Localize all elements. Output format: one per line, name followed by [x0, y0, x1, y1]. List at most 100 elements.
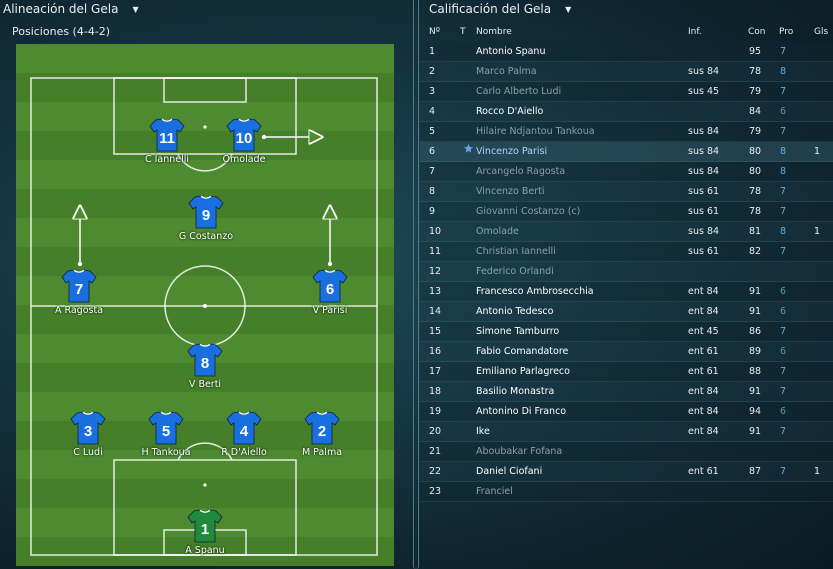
table-row[interactable]: 16 Fabio Comandatore ent 61 89 6	[420, 342, 833, 362]
shirt-number: 5	[162, 423, 170, 440]
table-row[interactable]: 12 Federico Orlandi	[420, 262, 833, 282]
cell-gls: 1	[814, 226, 821, 237]
cell-name: Carlo Alberto Ludi	[476, 86, 562, 97]
chevron-down-icon: ▼	[132, 4, 139, 14]
cell-num: 21	[429, 446, 442, 457]
cell-inf: ent 84	[688, 406, 719, 417]
player-marker[interactable]: 9 G Costanzo	[151, 194, 261, 242]
cell-con: 91	[749, 306, 762, 317]
cell-con: 79	[749, 86, 762, 97]
col-header-pro[interactable]: Pro	[779, 27, 794, 37]
cell-con: 91	[749, 386, 762, 397]
col-header-gls[interactable]: Gls	[814, 27, 829, 37]
player-marker[interactable]: 8 V Berti	[150, 342, 260, 390]
cell-pro: 7	[780, 386, 787, 397]
player-marker[interactable]: 2 M Palma	[267, 410, 377, 458]
cell-inf: sus 84	[688, 166, 720, 177]
table-row[interactable]: 4 Rocco D'Aiello 84 6	[420, 102, 833, 122]
table-row[interactable]: 17 Emiliano Parlagreco ent 61 88 7	[420, 362, 833, 382]
star-icon	[463, 143, 474, 157]
table-row[interactable]: 21 Aboubakar Fofana	[420, 442, 833, 462]
player-marker[interactable]: 3 C Ludi	[33, 410, 143, 458]
col-header-num[interactable]: Nº	[429, 27, 440, 37]
table-row[interactable]: 9 Giovanni Costanzo (c) sus 61 78 7	[420, 202, 833, 222]
player-name: Omolade	[222, 154, 266, 165]
cell-num: 2	[429, 66, 436, 77]
lineup-title-dropdown[interactable]: Alineación del Gela ▼	[3, 2, 139, 16]
cell-inf: ent 84	[688, 286, 719, 297]
shirt-icon: 2	[304, 410, 340, 446]
player-name: V Berti	[188, 379, 222, 390]
cell-num: 1	[429, 46, 436, 57]
cell-num: 3	[429, 86, 436, 97]
table-row[interactable]: 23 Franciel	[420, 482, 833, 502]
col-header-inf[interactable]: Inf.	[688, 27, 702, 37]
cell-name: Arcangelo Ragosta	[476, 166, 566, 177]
table-row[interactable]: 1 Antonio Spanu 95 7	[420, 42, 833, 62]
player-name: R D'Aiello	[221, 447, 267, 458]
player-marker[interactable]: 7 A Ragosta	[24, 268, 134, 316]
table-row[interactable]: 19 Antonino Di Franco ent 84 94 6	[420, 402, 833, 422]
cell-inf: sus 84	[688, 66, 720, 77]
ratings-title: Calificación del Gela	[429, 2, 552, 16]
shirt-icon: 7	[61, 268, 97, 304]
cell-con: 89	[749, 346, 762, 357]
table-row[interactable]: 5 Hilaire Ndjantou Tankoua sus 84 79 7	[420, 122, 833, 142]
cell-con: 79	[749, 126, 762, 137]
table-row[interactable]: 7 Arcangelo Ragosta sus 84 80 8	[420, 162, 833, 182]
col-header-con[interactable]: Con	[748, 27, 766, 37]
player-marker[interactable]: 4 R D'Aiello	[189, 410, 299, 458]
ratings-table: 1 Antonio Spanu 95 7 2 Marco Palma sus 84 78 8 3 C…	[420, 42, 833, 502]
cell-num: 8	[429, 186, 436, 197]
col-header-name[interactable]: Nombre	[476, 27, 512, 37]
table-row[interactable]: 3 Carlo Alberto Ludi sus 45 79 7	[420, 82, 833, 102]
cell-pro: 7	[780, 86, 787, 97]
table-row[interactable]: 13 Francesco Ambrosecchia ent 84 91 6	[420, 282, 833, 302]
player-name: G Costanzo	[178, 231, 234, 242]
cell-num: 10	[429, 226, 442, 237]
table-row[interactable]: 20 Ike ent 84 91 7	[420, 422, 833, 442]
player-marker[interactable]: 5 H Tankoua	[111, 410, 221, 458]
shirt-number: 2	[318, 423, 326, 440]
player-name: V Parisi	[312, 305, 348, 316]
cell-num: 15	[429, 326, 442, 337]
cell-gls: 1	[814, 466, 821, 477]
table-row[interactable]: 11 Christian Iannelli sus 61 82 7	[420, 242, 833, 262]
cell-num: 18	[429, 386, 442, 397]
shirt-number: 4	[240, 423, 249, 440]
shirt-icon: 8	[187, 342, 223, 378]
table-row[interactable]: 14 Antonio Tedesco ent 84 91 6	[420, 302, 833, 322]
player-marker[interactable]: 6 V Parisi	[275, 268, 385, 316]
shirt-icon: 6	[312, 268, 348, 304]
player-marker[interactable]: 11 C Iannelli	[112, 117, 222, 165]
shirt-icon: 9	[188, 194, 224, 230]
cell-con: 78	[749, 206, 762, 217]
shirt-number: 10	[236, 130, 253, 147]
cell-inf: ent 84	[688, 306, 719, 317]
cell-con: 78	[749, 186, 762, 197]
cell-pro: 7	[780, 246, 787, 257]
shirt-icon: 10	[226, 117, 262, 153]
cell-name: Emiliano Parlagreco	[476, 366, 570, 377]
player-marker[interactable]: 1 A Spanu	[150, 508, 260, 556]
cell-pro: 6	[780, 286, 787, 297]
cell-pro: 7	[780, 466, 787, 477]
table-row[interactable]: 22 Daniel Ciofani ent 61 87 7 1	[420, 462, 833, 482]
lineup-title: Alineación del Gela	[3, 2, 119, 16]
player-marker[interactable]: 10 Omolade	[189, 117, 299, 165]
col-header-t[interactable]: T	[460, 27, 466, 37]
cell-pro: 7	[780, 366, 787, 377]
ratings-title-dropdown[interactable]: Calificación del Gela ▼	[429, 2, 571, 16]
shirt-icon: 11	[149, 117, 185, 153]
cell-num: 16	[429, 346, 442, 357]
table-row[interactable]: 18 Basilio Monastra ent 84 91 7	[420, 382, 833, 402]
table-row[interactable]: 2 Marco Palma sus 84 78 8	[420, 62, 833, 82]
table-row[interactable]: 8 Vincenzo Berti sus 61 78 7	[420, 182, 833, 202]
cell-con: 91	[749, 286, 762, 297]
cell-pro: 8	[780, 166, 787, 177]
ratings-panel: Calificación del Gela ▼ Nº T Nombre Inf.…	[420, 0, 833, 569]
table-row[interactable]: 6 Vincenzo Parisi sus 84 80 8 1	[420, 142, 833, 162]
cell-name: Vincenzo Parisi	[476, 146, 548, 157]
table-row[interactable]: 10 Omolade sus 84 81 8 1	[420, 222, 833, 242]
table-row[interactable]: 15 Simone Tamburro ent 45 86 7	[420, 322, 833, 342]
